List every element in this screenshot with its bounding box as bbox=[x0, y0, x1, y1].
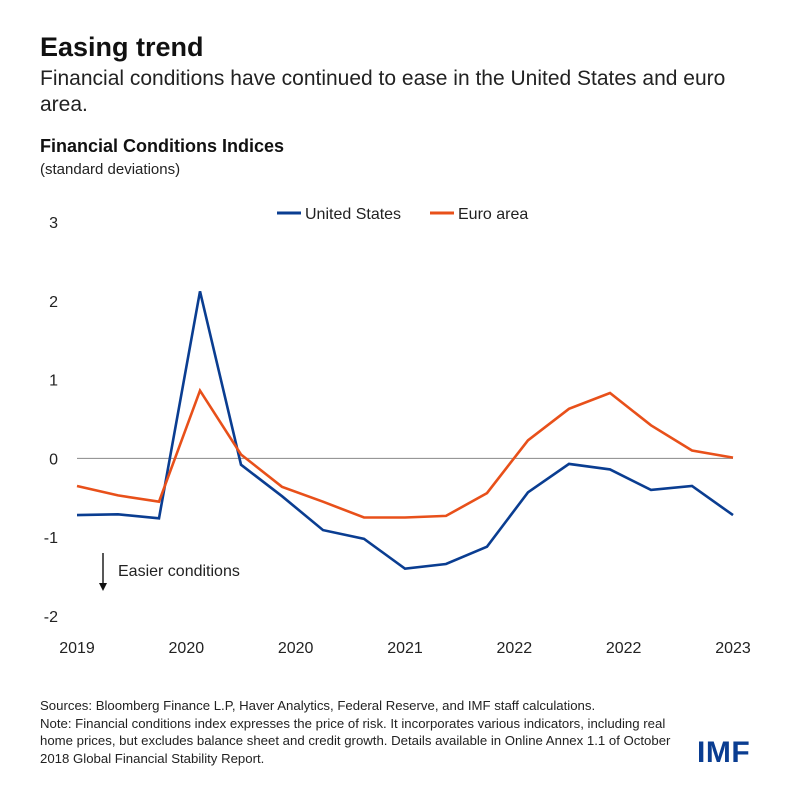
x-tick-label: 2020 bbox=[278, 640, 314, 657]
legend-label-euro-area: Euro area bbox=[458, 206, 528, 223]
y-axis: 3 2 1 0 -1 -2 bbox=[44, 215, 58, 626]
x-tick-label: 2022 bbox=[606, 640, 642, 657]
chart-title: Financial Conditions Indices bbox=[40, 136, 285, 156]
annotation-label: Easier conditions bbox=[118, 563, 240, 580]
y-tick-label: 0 bbox=[49, 451, 58, 468]
series-line-united-states bbox=[76, 291, 734, 571]
line-chart: United States Euro area 3 2 1 0 -1 -2 2019 2020… bbox=[44, 206, 751, 657]
y-tick-label: -2 bbox=[44, 609, 58, 626]
page-subtitle: Financial conditions have continued to e… bbox=[40, 67, 726, 116]
page-title: Easing trend bbox=[40, 32, 204, 62]
series-layer bbox=[76, 291, 734, 571]
x-tick-label: 2020 bbox=[169, 640, 205, 657]
y-tick-label: -1 bbox=[44, 530, 58, 547]
series-line-euro-area bbox=[76, 387, 734, 519]
chart-unit: (standard deviations) bbox=[40, 161, 181, 178]
easier-conditions-annotation: Easier conditions bbox=[99, 553, 240, 591]
imf-logo: IMF bbox=[697, 736, 751, 769]
y-tick-label: 3 bbox=[49, 215, 58, 232]
chart-legend: United States Euro area bbox=[277, 206, 528, 223]
sources-text: Sources: Bloomberg Finance L.P, Haver An… bbox=[40, 698, 596, 713]
footnote: Sources: Bloomberg Finance L.P, Haver An… bbox=[40, 697, 680, 767]
x-tick-label: 2023 bbox=[715, 640, 751, 657]
note-text: Note: Financial conditions index express… bbox=[40, 715, 671, 766]
x-tick-label: 2021 bbox=[387, 640, 423, 657]
x-axis: 2019 2020 2020 2021 2022 2022 2023 bbox=[59, 640, 751, 657]
y-tick-label: 1 bbox=[49, 373, 58, 390]
y-tick-label: 2 bbox=[49, 294, 58, 311]
x-tick-label: 2019 bbox=[59, 640, 95, 657]
legend-label-united-states: United States bbox=[305, 206, 401, 223]
x-tick-label: 2022 bbox=[497, 640, 533, 657]
down-arrow-head-icon bbox=[99, 583, 107, 591]
